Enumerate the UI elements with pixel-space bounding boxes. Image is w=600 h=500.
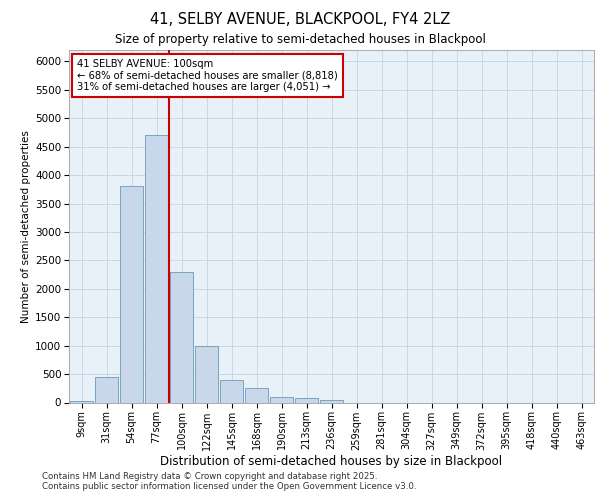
- Bar: [194, 346, 218, 403]
- Text: Size of property relative to semi-detached houses in Blackpool: Size of property relative to semi-detach…: [115, 32, 485, 46]
- Bar: [245, 388, 268, 402]
- Y-axis label: Number of semi-detached properties: Number of semi-detached properties: [21, 130, 31, 322]
- Text: 41, SELBY AVENUE, BLACKPOOL, FY4 2LZ: 41, SELBY AVENUE, BLACKPOOL, FY4 2LZ: [150, 12, 450, 28]
- X-axis label: Distribution of semi-detached houses by size in Blackpool: Distribution of semi-detached houses by …: [160, 455, 503, 468]
- Bar: [70, 401, 94, 402]
- Bar: [95, 377, 118, 402]
- Bar: [145, 136, 169, 402]
- Text: 41 SELBY AVENUE: 100sqm
← 68% of semi-detached houses are smaller (8,818)
31% of: 41 SELBY AVENUE: 100sqm ← 68% of semi-de…: [77, 59, 338, 92]
- Bar: [320, 400, 343, 402]
- Bar: [269, 397, 293, 402]
- Text: Contains HM Land Registry data © Crown copyright and database right 2025.
Contai: Contains HM Land Registry data © Crown c…: [42, 472, 416, 491]
- Bar: [220, 380, 244, 402]
- Bar: [170, 272, 193, 402]
- Bar: [295, 398, 319, 402]
- Bar: [119, 186, 143, 402]
